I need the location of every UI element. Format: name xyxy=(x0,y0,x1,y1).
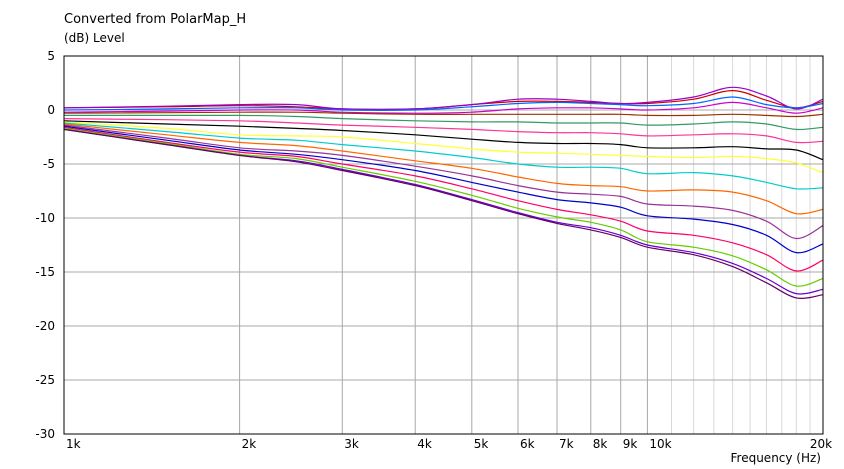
series-line-2 xyxy=(63,96,824,111)
series-line-12 xyxy=(63,125,824,254)
series-line-5 xyxy=(64,114,824,131)
y-tick-label: -30 xyxy=(35,427,55,441)
x-tick-label: 6k xyxy=(520,437,535,451)
x-tick-label: 4k xyxy=(417,437,432,451)
y-tick-labels: 5 0 -5 -10 -15 -20 -25 -30 xyxy=(35,49,55,441)
series-line-7 xyxy=(63,120,824,161)
x-tick-labels: 1k 2k 3k 4k 5k 6k 7k 8k 9k 10k 20k xyxy=(66,437,832,451)
y-tick-label: -25 xyxy=(35,373,55,387)
x-tick-label: 10k xyxy=(649,437,671,451)
series-line-13 xyxy=(63,126,824,272)
series-line-9 xyxy=(63,122,824,190)
y-tick-label: 5 xyxy=(47,49,55,63)
y-tick-label: -15 xyxy=(35,265,55,279)
series-line-0 xyxy=(63,89,824,110)
plot-frame xyxy=(63,55,824,435)
x-tick-label: 3k xyxy=(344,437,359,451)
x-axis-label: Frequency (Hz) xyxy=(731,451,822,465)
x-tick-label: 8k xyxy=(593,437,608,451)
x-tick-label: 20k xyxy=(810,437,832,451)
x-tick-label: 1k xyxy=(66,437,81,451)
series-line-10 xyxy=(63,123,824,215)
chart-title: Converted from PolarMap_H xyxy=(64,12,247,27)
series-line-14 xyxy=(63,127,824,287)
x-tick-label: 2k xyxy=(242,437,257,451)
series-line-16 xyxy=(63,128,824,299)
series-line-11 xyxy=(63,124,824,240)
y-axis-name: Level xyxy=(93,31,125,45)
x-tick-label: 9k xyxy=(623,437,638,451)
series-line-1 xyxy=(63,86,824,111)
y-tick-label: -10 xyxy=(35,211,55,225)
plot-area xyxy=(64,56,823,434)
y-tick-label: -5 xyxy=(43,157,55,171)
x-tick-label: 5k xyxy=(474,437,489,451)
series-line-8 xyxy=(63,121,824,174)
y-tick-label: -20 xyxy=(35,319,55,333)
x-tick-label: 7k xyxy=(559,437,574,451)
series-lines xyxy=(63,86,824,299)
series-line-6 xyxy=(63,118,824,144)
series-line-3 xyxy=(63,101,824,114)
y-axis-unit: (dB) xyxy=(64,31,90,45)
y-axis-label: (dB) Level xyxy=(64,31,125,45)
series-line-4 xyxy=(63,111,824,118)
y-tick-label: 0 xyxy=(47,103,55,117)
